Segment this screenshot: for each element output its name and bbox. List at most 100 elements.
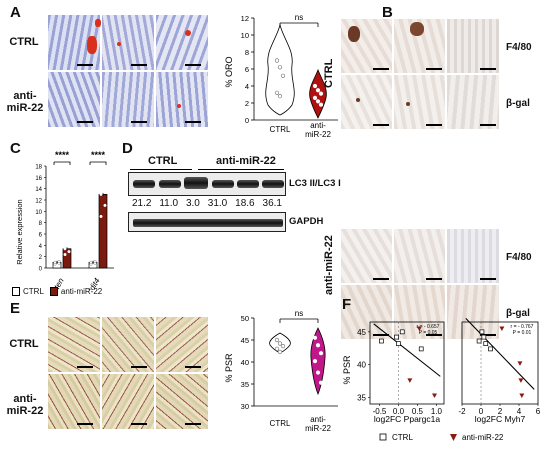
- scale-bar: [77, 366, 93, 368]
- scale-bar: [131, 64, 147, 66]
- group-label-anti-line2: miR-22: [305, 130, 331, 139]
- legend-swatch-ctrl: [12, 287, 20, 296]
- ihc-tile: [393, 74, 446, 130]
- band: [159, 180, 181, 188]
- data-point: [280, 344, 286, 349]
- band: [133, 219, 283, 227]
- scale-bar: [373, 68, 389, 70]
- ratio-value: 11.0: [159, 198, 179, 209]
- data-point: [99, 214, 103, 218]
- legend-label-anti: anti-miR-22: [462, 433, 504, 442]
- ihc-tile: [340, 18, 393, 74]
- sig-label: ns: [295, 309, 303, 318]
- histology-grid-e: [47, 316, 209, 430]
- x-axis-label-right: log2FC Myh7: [475, 414, 526, 424]
- data-point: [274, 337, 280, 343]
- histology-tile: [101, 71, 155, 128]
- data-point: [274, 58, 280, 63]
- ihc-tile: [340, 74, 393, 130]
- y-tick-label: 12: [241, 14, 249, 23]
- data-point: [318, 351, 324, 356]
- y-tick-label: 10: [241, 31, 249, 40]
- group-label-anti-line1: anti-: [310, 121, 326, 130]
- data-point-anti: [499, 326, 505, 332]
- x-tick-label: 0.0: [393, 407, 405, 416]
- x-tick-label: 6: [536, 407, 541, 416]
- scatter-plot-f: % PSR -0.5 0.0 0.5 1.0 35 40 45 -2 0 2 4 6 log2FC …: [342, 317, 541, 442]
- band-label-lc3: LC3 II/LC3 I: [289, 178, 341, 189]
- data-point-ctrl: [418, 346, 424, 352]
- legend-swatch-anti: [49, 287, 58, 296]
- ratio-value: 36.1: [262, 198, 282, 209]
- stain-spot: [95, 19, 101, 27]
- panel-label-d: D: [122, 140, 133, 157]
- y-tick-label: 8: [39, 221, 43, 227]
- x-tick-label: 2: [498, 407, 503, 416]
- data-point: [274, 90, 280, 95]
- scale-bar: [185, 121, 201, 123]
- data-point: [63, 252, 67, 257]
- sig-bracket: [53, 161, 71, 165]
- data-point: [277, 341, 283, 346]
- x-axis-label-left: log2FC Ppargc1a: [374, 414, 440, 424]
- ratio-value: 18.6: [235, 198, 255, 209]
- x-tick-label: -2: [458, 407, 466, 416]
- data-point-ctrl: [483, 341, 489, 346]
- y-tick-label: 12: [35, 199, 42, 205]
- data-point: [274, 346, 280, 351]
- band: [237, 180, 259, 188]
- y-tick-label: 16: [35, 176, 42, 182]
- data-point-ctrl: [396, 341, 401, 346]
- data-point: [277, 94, 283, 99]
- data-point: [315, 88, 321, 93]
- data-point: [280, 73, 286, 78]
- scale-bar: [131, 366, 147, 368]
- band: [184, 177, 208, 189]
- panel-label-b: B: [382, 4, 393, 21]
- histology-tile: [155, 316, 209, 373]
- data-point: [67, 244, 71, 248]
- y-tick-label: 6: [245, 65, 249, 74]
- ihc-grid-b-ctrl: [340, 18, 500, 130]
- marker-label-f480: F4/80: [506, 252, 532, 263]
- data-point: [312, 83, 318, 89]
- row-label-e-ctrl: CTRL: [9, 338, 39, 350]
- data-point-ctrl: [394, 334, 399, 340]
- y-axis-label: % PSR: [224, 353, 234, 383]
- sig-label: ****: [55, 150, 70, 160]
- bar-chart-c: Relative expression 0 2 4 6 8 10 12 14 16 18 ****…: [15, 150, 114, 290]
- data-point-anti: [407, 378, 413, 383]
- stat-p-left: P = 0.05: [419, 330, 438, 336]
- scale-bar: [480, 334, 496, 336]
- data-point-ctrl: [488, 346, 493, 352]
- data-point: [57, 259, 61, 264]
- ratio-value: 31.0: [207, 198, 228, 209]
- histology-tile: [101, 316, 155, 373]
- group-label-anti-line1: anti-: [310, 415, 326, 424]
- histology-tile: [155, 373, 209, 430]
- data-point: [103, 181, 107, 185]
- data-point: [103, 203, 107, 207]
- row-label-a-anti: anti- miR-22: [6, 90, 44, 114]
- band: [262, 180, 284, 188]
- data-point: [312, 95, 318, 100]
- legend-marker-ctrl: [379, 433, 387, 441]
- group-label-b-ctrl: CTRL: [323, 58, 335, 88]
- y-tick-label: 45: [357, 328, 366, 337]
- stain-spot: [348, 26, 360, 42]
- data-point: [67, 250, 71, 254]
- histology-tile: [47, 71, 101, 128]
- group-label-ctrl: CTRL: [270, 419, 291, 428]
- scale-bar: [426, 124, 442, 126]
- data-point: [315, 370, 321, 375]
- row-label-a-ctrl: CTRL: [9, 36, 39, 48]
- marker-label-bgal: β-gal: [506, 98, 530, 109]
- scale-bar: [373, 334, 389, 336]
- data-point: [312, 359, 318, 364]
- y-axis-label: % ORO: [224, 56, 234, 87]
- y-axis-label: Relative expression: [15, 199, 24, 264]
- ihc-tile: [446, 284, 500, 340]
- data-point: [318, 380, 324, 385]
- scale-bar: [77, 64, 93, 66]
- scale-bar: [77, 121, 93, 123]
